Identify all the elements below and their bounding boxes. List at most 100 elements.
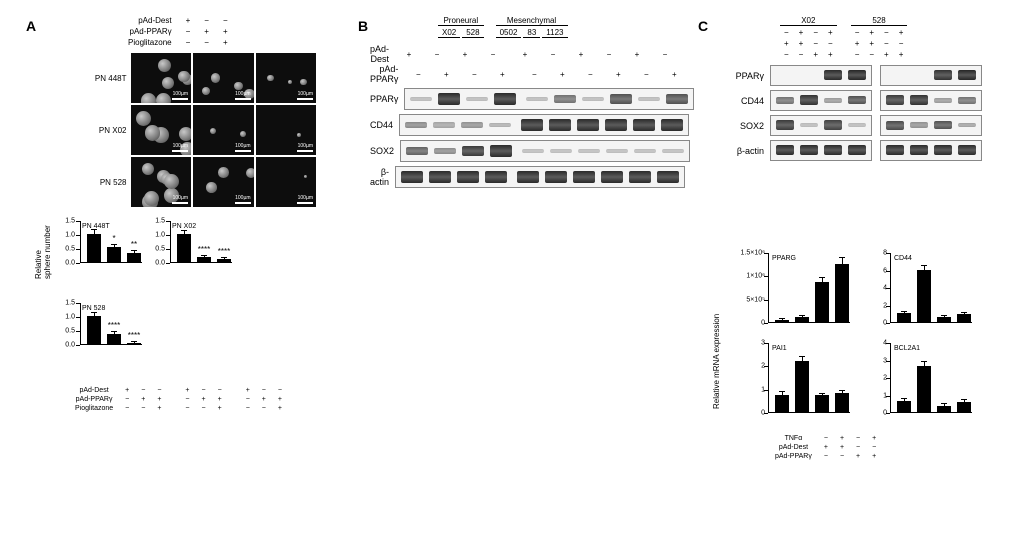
blot-target-label: PPARγ xyxy=(370,94,404,104)
blot-target-label: PPARγ xyxy=(710,71,770,81)
blot-lane xyxy=(546,117,574,133)
bar-chart: 0.00.51.01.5********PN X02 xyxy=(148,217,236,297)
chart-title: PPARG xyxy=(772,255,796,262)
significance-marker: * xyxy=(107,234,121,243)
blot-lane xyxy=(575,143,603,159)
micrograph-image: 100µm xyxy=(256,53,317,103)
bar xyxy=(937,317,951,322)
blot-target-label: SOX2 xyxy=(710,121,770,131)
chart-title: BCL2A1 xyxy=(894,345,920,352)
blot-lane xyxy=(955,118,979,133)
blot-lane xyxy=(845,68,869,83)
significance-marker: **** xyxy=(197,245,211,254)
sample-label: 1123 xyxy=(542,28,567,38)
blot-lane xyxy=(659,143,687,159)
blot-row: CD44 xyxy=(710,90,1004,111)
panel-c-label: C xyxy=(698,18,708,34)
chart-title: PN 448T xyxy=(82,223,110,230)
panel-b: Proneural Mesenchymal X025280502831123 p… xyxy=(370,14,670,188)
blot-lane xyxy=(654,169,682,185)
bar xyxy=(957,314,971,322)
blot-lane xyxy=(458,117,486,133)
bar xyxy=(127,343,141,344)
blot-lane xyxy=(955,143,979,158)
blot-lane xyxy=(883,143,907,158)
bar xyxy=(957,402,971,413)
blot-target-label: SOX2 xyxy=(370,146,400,156)
blot-lane xyxy=(773,93,797,108)
treat-row-label: pAd-PPARγ xyxy=(370,64,404,84)
group-proneural: Proneural xyxy=(438,16,484,26)
blot-lane xyxy=(658,117,686,133)
bar xyxy=(917,270,931,323)
significance-marker: **** xyxy=(107,321,121,330)
blot-lane xyxy=(883,68,907,83)
blot-lane xyxy=(845,118,869,133)
cell-line-label: PN 528 xyxy=(88,178,131,187)
blot-lane xyxy=(773,118,797,133)
blot-lane xyxy=(598,169,626,185)
blot-lane xyxy=(907,143,931,158)
bar xyxy=(937,406,951,412)
chart-title: CD44 xyxy=(894,255,912,262)
bar xyxy=(815,282,829,322)
blot-lane xyxy=(482,169,510,185)
bar xyxy=(87,316,101,344)
panel-c-header: X02 528 −+−+−+−+ ++−−++−− −−++−−++ xyxy=(778,14,909,61)
panel-b-western-blots: pAd-Dest+−+−+−+−+−pAd-PPARγ−+−+−+−+−+PPA… xyxy=(370,44,670,188)
blot-row: PPARγ xyxy=(710,65,1004,86)
blot-lane xyxy=(579,91,607,107)
blot-lane xyxy=(454,169,482,185)
panel-a-bar-charts: 0.00.51.01.5***PN 448T0.00.51.01.5******… xyxy=(58,217,318,381)
bar xyxy=(197,257,211,262)
panel-c-bottom-treatments: TNFα −+−+ pAd-Dest ++−− pAd-PPARγ −−++ xyxy=(768,433,883,462)
blot-lane xyxy=(955,68,979,83)
bar xyxy=(835,264,849,322)
panel-a-micrograph-grid: PN 448T100µm100µm100µmPN X02100µm100µm10… xyxy=(88,53,318,207)
bar-chart: 0.00.51.01.5***PN 448T xyxy=(58,217,146,297)
blot-lane xyxy=(602,117,630,133)
blot-lane xyxy=(773,68,797,83)
blot-lane xyxy=(523,91,551,107)
blot-lane xyxy=(407,91,435,107)
panel-c-western-blots: PPARγ CD44 SOX2 β-actin xyxy=(710,65,1004,161)
bar xyxy=(795,317,809,322)
blot-row: β-actin xyxy=(370,166,670,188)
blot-lane xyxy=(519,143,547,159)
sample-label: X02 xyxy=(438,28,460,38)
blot-lane xyxy=(797,93,821,108)
blot-lane xyxy=(931,93,955,108)
significance-marker: **** xyxy=(217,247,231,256)
blot-lane xyxy=(607,91,635,107)
blot-row: PPARγ xyxy=(370,88,670,110)
bar xyxy=(107,334,121,344)
blot-lane xyxy=(574,117,602,133)
blot-lane xyxy=(931,143,955,158)
blot-lane xyxy=(551,91,579,107)
blot-lane xyxy=(797,68,821,83)
blot-target-label: β-actin xyxy=(710,146,770,156)
panel-c-mrna-block: Relative mRNA expression 05×10⁵1×10⁶1.5×… xyxy=(716,249,996,462)
chart-title: PN 528 xyxy=(82,305,105,312)
blot-lane xyxy=(635,91,663,107)
blot-lane xyxy=(491,91,519,107)
blot-lane xyxy=(907,68,931,83)
blot-lane xyxy=(398,169,426,185)
cell-line-528: 528 xyxy=(851,16,908,26)
micrograph-image: 100µm xyxy=(256,105,317,155)
treat-row-label: pAd-Dest xyxy=(370,44,395,64)
micrograph-image: 100µm xyxy=(131,157,192,207)
blot-lane xyxy=(431,143,459,159)
blot-lane xyxy=(931,118,955,133)
blot-lane xyxy=(426,169,454,185)
micrograph-image: 100µm xyxy=(193,157,254,207)
blot-lane xyxy=(821,118,845,133)
bar xyxy=(217,259,231,262)
blot-lane xyxy=(797,118,821,133)
panel-c-mrna-ylabel: Relative mRNA expression xyxy=(712,314,721,409)
panel-c-mrna-charts: 05×10⁵1×10⁶1.5×10⁶PPARG02468CD440123PAI1… xyxy=(734,249,996,429)
bar xyxy=(897,313,911,322)
blot-lane xyxy=(931,68,955,83)
panel-b-label: B xyxy=(358,18,368,34)
bar xyxy=(87,234,101,262)
